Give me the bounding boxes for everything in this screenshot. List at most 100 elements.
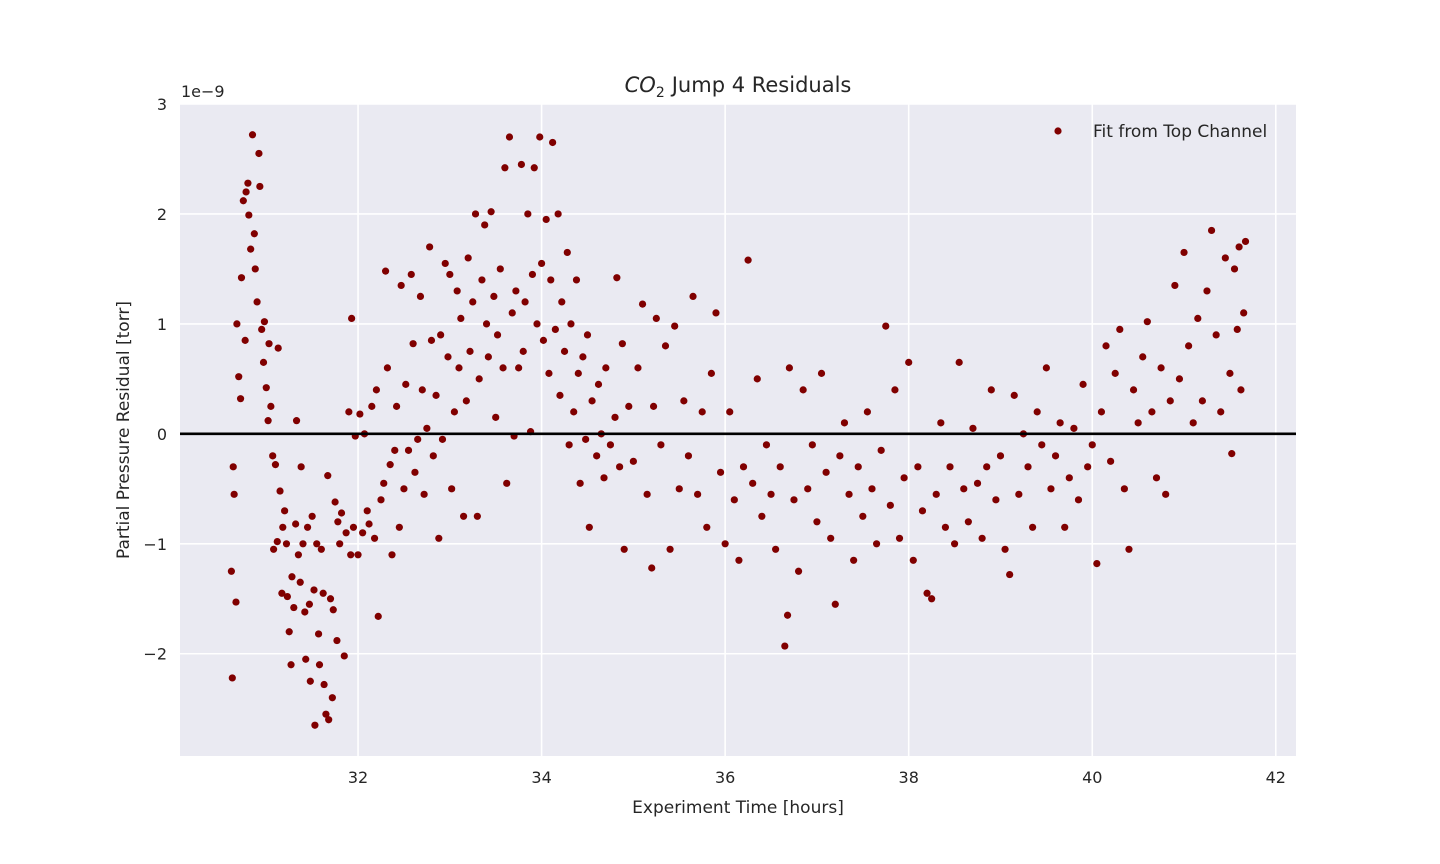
scatter-point — [539, 336, 548, 344]
scatter-point — [588, 397, 596, 405]
scatter-point — [444, 353, 452, 361]
scatter-point — [969, 424, 977, 432]
scatter-point — [404, 446, 413, 454]
scatter-point — [435, 534, 443, 542]
scatter-point — [319, 589, 327, 597]
scatter-point — [251, 265, 259, 273]
scatter-point — [666, 545, 674, 553]
scatter-point — [296, 578, 304, 586]
scatter-point — [239, 197, 247, 205]
scatter-point — [273, 537, 281, 546]
scatter-point — [891, 386, 899, 394]
chart-title: CO2 Jump 4 Residuals — [625, 73, 852, 101]
scatter-point — [340, 652, 348, 660]
scatter-point — [739, 463, 748, 471]
scatter-point — [260, 318, 269, 326]
scatter-point — [551, 325, 559, 333]
scatter-point — [574, 369, 582, 377]
scatter-point — [427, 336, 436, 344]
scatter-point — [475, 375, 483, 383]
scatter-point — [1152, 474, 1161, 482]
scatter-point — [383, 364, 392, 372]
scatter-point — [1102, 342, 1110, 350]
scatter-point — [281, 507, 289, 515]
scatter-point — [643, 490, 651, 498]
legend-label: Fit from Top Channel — [1093, 122, 1267, 142]
scatter-point — [317, 545, 325, 553]
scatter-point — [1157, 364, 1165, 372]
scatter-point — [372, 386, 381, 394]
scatter-point — [365, 520, 373, 528]
scatter-point — [259, 358, 268, 366]
scatter-point — [1230, 265, 1239, 273]
scatter-point — [1084, 463, 1092, 471]
scatter-point — [1093, 559, 1101, 568]
scatter-point — [785, 364, 793, 372]
scatter-point — [928, 595, 936, 603]
scatter-point — [565, 441, 573, 449]
y-tick-label: 1 — [157, 315, 167, 334]
scatter-point — [698, 408, 706, 416]
scatter-point — [1171, 281, 1179, 290]
scatter-point — [1047, 485, 1055, 493]
scatter-point — [303, 523, 312, 531]
scatter-point — [288, 573, 296, 581]
scatter-point — [528, 270, 537, 279]
scatter-point — [579, 353, 587, 361]
scatter-point — [817, 369, 826, 377]
scatter-point — [868, 485, 876, 493]
scatter-point — [996, 452, 1005, 460]
scatter-point — [232, 598, 240, 606]
scatter-point — [613, 274, 621, 282]
scatter-point — [1148, 408, 1156, 416]
scatter-point — [432, 391, 440, 399]
plot-area — [180, 104, 1296, 756]
scatter-point — [549, 138, 557, 147]
scatter-point — [1051, 452, 1060, 460]
scatter-point — [895, 534, 904, 542]
scatter-point — [517, 160, 526, 169]
scatter-point — [533, 320, 541, 328]
scatter-point — [337, 509, 346, 517]
scatter-point — [320, 680, 328, 689]
scatter-point — [505, 133, 514, 141]
scatter-point — [457, 314, 465, 323]
scatter-point — [606, 441, 615, 449]
scatter-point — [490, 292, 498, 301]
scatter-point — [464, 254, 472, 262]
scatter-point — [331, 498, 339, 506]
scatter-point — [1207, 226, 1216, 235]
scatter-point — [391, 446, 399, 454]
scatter-point — [716, 468, 725, 476]
scatter-point — [1006, 570, 1014, 579]
scatter-point — [229, 463, 237, 471]
x-tick-label: 34 — [531, 768, 551, 787]
scatter-point — [519, 347, 527, 355]
x-tick-label: 32 — [348, 768, 368, 787]
scatter-point — [1166, 397, 1174, 405]
scatter-point — [684, 452, 693, 460]
scatter-point — [1001, 545, 1009, 553]
scatter-point — [329, 606, 337, 614]
scatter-point — [960, 485, 968, 493]
scatter-point — [620, 545, 628, 553]
scatter-point — [453, 287, 461, 295]
title-subscript: 2 — [656, 85, 665, 101]
scatter-point — [804, 485, 812, 493]
scatter-point — [762, 441, 771, 449]
y-axis-label: Partial Pressure Residual [torr] — [114, 301, 134, 559]
scatter-point — [1033, 408, 1041, 416]
y-tick-label: −2 — [143, 645, 167, 664]
scatter-point — [1241, 237, 1250, 246]
scatter-point — [416, 292, 425, 301]
scatter-point — [311, 721, 319, 729]
scatter-point — [230, 490, 238, 498]
scatter-point — [244, 179, 252, 187]
scatter-point — [493, 331, 502, 339]
scatter-point — [1061, 523, 1069, 531]
scatter-point — [496, 265, 504, 273]
scatter-point — [437, 331, 445, 339]
scatter-point — [1042, 364, 1050, 372]
scatter-point — [459, 512, 468, 520]
scatter-point — [530, 164, 538, 172]
